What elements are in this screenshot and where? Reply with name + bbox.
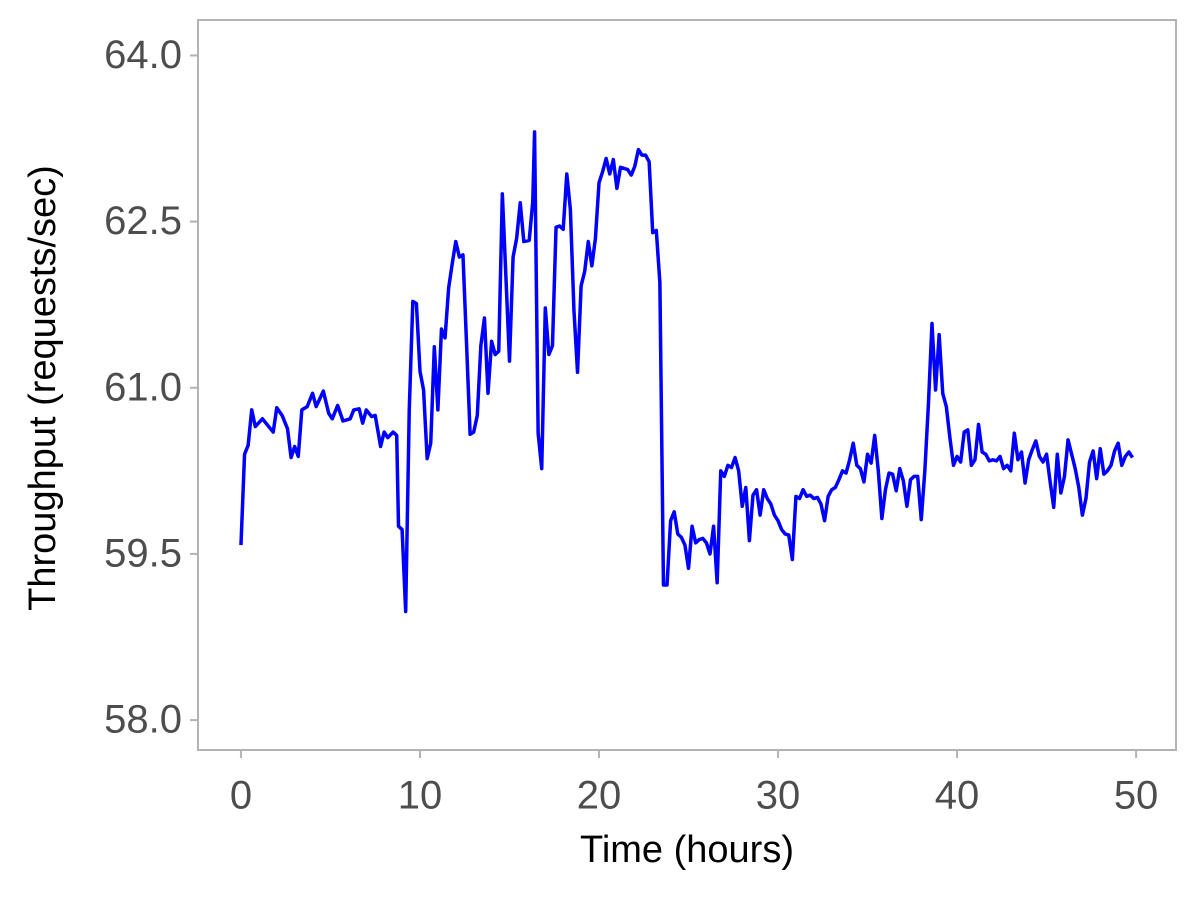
plot-panel	[197, 19, 1177, 751]
x-tick-label: 40	[935, 774, 980, 818]
x-tick-label: 10	[398, 774, 443, 818]
x-axis-title: Time (hours)	[580, 829, 794, 871]
y-tick-label: 61.0	[104, 365, 182, 409]
y-axis-title: Throughput (requests/sec)	[22, 165, 64, 611]
x-tick-label: 30	[756, 774, 801, 818]
y-tick-label: 59.5	[104, 531, 182, 575]
y-tick-label: 62.5	[104, 199, 182, 243]
x-tick-label: 0	[230, 774, 252, 818]
x-tick-label: 50	[1114, 774, 1159, 818]
data-line	[239, 130, 1134, 614]
y-tick-label: 58.0	[104, 698, 182, 742]
x-tick-label: 20	[577, 774, 622, 818]
y-tick-label: 64.0	[104, 33, 182, 77]
